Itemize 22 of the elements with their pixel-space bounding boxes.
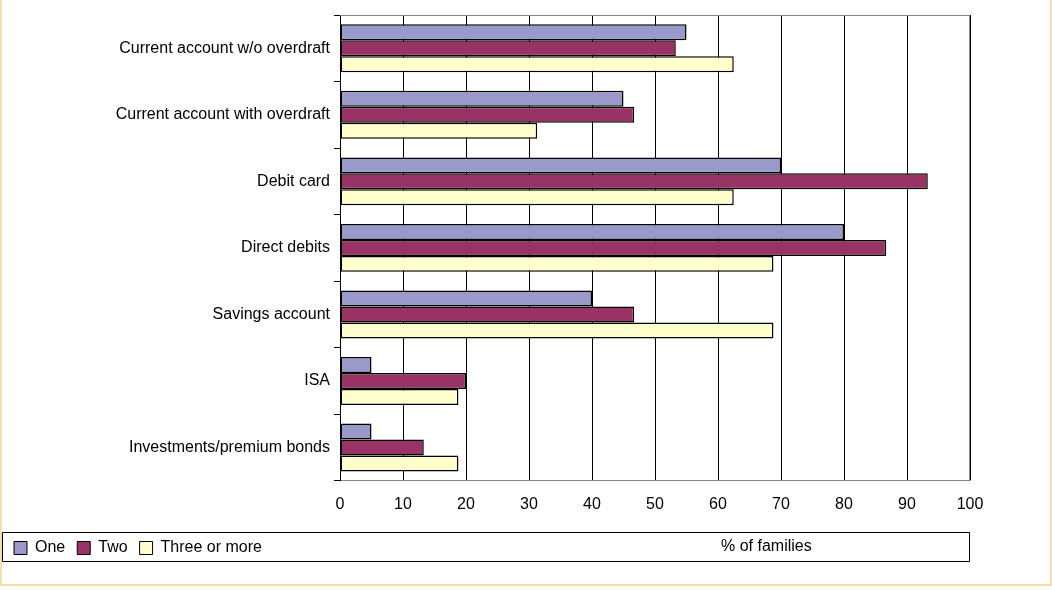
x-tick-label: 90 [898,494,916,512]
x-tick-label: 50 [646,494,664,512]
y-tick-label: Debit card [257,171,330,189]
x-tick-label: 60 [709,494,727,512]
legend-label: Three or more [160,538,263,556]
x-tick-label: 40 [583,494,601,512]
y-tick-label: Current account w/o overdraft [119,38,331,56]
legend-label: One [35,538,66,556]
x-tick-label: 30 [520,494,538,512]
y-tick-label: Savings account [212,304,331,322]
x-axis-title: % of families [721,537,812,555]
y-tick-label: Investments/premium bonds [129,437,330,455]
x-tick-label: 70 [772,494,790,512]
y-tick-label: Current account with overdraft [115,105,331,123]
x-tick-label: 100 [956,494,984,512]
y-tick-label: Direct debits [241,238,330,256]
x-tick-label: 80 [835,494,853,512]
x-tick-label: 0 [335,494,345,512]
y-tick-label: ISA [304,371,331,389]
legend-label: Two [98,538,128,556]
x-tick-label: 20 [457,494,475,512]
x-tick-label: 10 [394,494,412,512]
